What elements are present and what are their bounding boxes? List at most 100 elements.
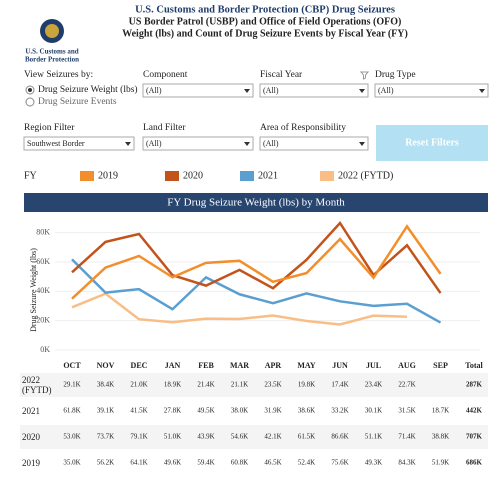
table-value: 23.4K <box>365 381 382 389</box>
table-value: 42.1K <box>264 433 281 441</box>
table-value: 59.4K <box>197 459 214 467</box>
header-title: US Border Patrol (USBP) and Office of Fi… <box>129 16 402 27</box>
table-value: 19.8K <box>298 381 315 389</box>
table-value: 61.8K <box>63 407 80 415</box>
reset-button-label[interactable]: Reset Filters <box>405 137 459 148</box>
dropdown[interactable] <box>142 83 254 98</box>
reset-button[interactable] <box>376 125 488 161</box>
legend-title: FY <box>24 170 37 181</box>
legend-label: 2021 <box>258 170 278 181</box>
table-value: 38.8K <box>432 433 449 441</box>
table-value: 49.3K <box>365 459 382 467</box>
dropdown-arrow <box>359 89 365 93</box>
table-value: 38.4K <box>97 381 114 389</box>
table-value: 52.4K <box>298 459 315 467</box>
dropdown-label: Drug Type <box>375 70 416 80</box>
logo-text: Border Protection <box>25 56 79 64</box>
row-label: 2020 <box>22 432 40 442</box>
y-tick-label: 60K <box>36 257 50 266</box>
table-value: 60.8K <box>231 459 248 467</box>
table-value: 31.5K <box>398 407 415 415</box>
dropdown-arrow <box>359 142 365 146</box>
table-value: 39.1K <box>97 407 114 415</box>
dropdown-value[interactable]: Southwest Border <box>27 139 85 148</box>
dropdown-value[interactable]: (All) <box>146 86 162 95</box>
y-tick-label: 80K <box>36 227 50 236</box>
table-value: 27.8K <box>164 407 181 415</box>
total-header: Total <box>465 361 483 370</box>
dropdown-label: Fiscal Year <box>260 70 303 80</box>
legend-label: 2019 <box>98 170 118 181</box>
dropdown[interactable] <box>259 136 369 151</box>
dropdown[interactable] <box>259 83 369 98</box>
row-label: 2021 <box>22 406 40 416</box>
dropdown-value[interactable]: (All) <box>146 139 162 148</box>
y-tick-label: 40K <box>36 286 50 295</box>
legend-label: 2022 (FYTD) <box>338 170 393 181</box>
header-title: U.S. Customs and Border Protection (CBP)… <box>135 4 395 15</box>
legend-swatch <box>240 171 254 181</box>
dropdown-value[interactable]: (All) <box>263 86 279 95</box>
table-value: 54.6K <box>231 433 248 441</box>
series-line <box>71 258 442 324</box>
table-value: 33.2K <box>331 407 348 415</box>
legend-label: 2020 <box>183 170 203 181</box>
table-value: 38.0K <box>231 407 248 415</box>
dropdown[interactable] <box>142 136 254 151</box>
dropdown-label: Land Filter <box>143 123 186 133</box>
table-value: 17.4K <box>331 381 348 389</box>
row-label: 2022 (FYTD) <box>22 375 52 395</box>
x-tick-label: NOV <box>97 361 115 370</box>
table-value: 41.5K <box>130 407 147 415</box>
x-tick-label: MAR <box>230 361 249 370</box>
table-value: 21.1K <box>231 381 248 389</box>
dropdown-arrow <box>244 142 250 146</box>
radio-label[interactable]: Drug Seizure Weight (lbs) <box>38 84 138 95</box>
table-value: 21.4K <box>197 381 214 389</box>
table-value: 18.9K <box>164 381 181 389</box>
view-label: View Seizures by: <box>24 70 93 80</box>
radio[interactable] <box>25 97 35 107</box>
y-tick-label: 20K <box>36 315 50 324</box>
table-value: 21.0K <box>130 381 147 389</box>
header-title: Weight (lbs) and Count of Drug Seizure E… <box>122 28 408 39</box>
y-tick-label: 0K <box>40 345 50 354</box>
table-row-bg <box>20 425 488 449</box>
x-tick-label: JAN <box>165 361 181 370</box>
table-row-bg <box>20 373 488 397</box>
legend-swatch <box>165 171 179 181</box>
dropdown[interactable] <box>23 136 135 151</box>
table-value: 75.6K <box>331 459 348 467</box>
table-value: 38.6K <box>298 407 315 415</box>
series-line <box>71 292 408 326</box>
dropdown-value[interactable]: (All) <box>263 139 279 148</box>
table-value: 51.1K <box>365 433 382 441</box>
table-value: 30.1K <box>365 407 382 415</box>
legend-swatch <box>80 171 94 181</box>
table-value: 49.5K <box>197 407 214 415</box>
radio-dot <box>28 88 32 92</box>
table-value: 79.1K <box>130 433 147 441</box>
dropdown-arrow <box>479 89 485 93</box>
dropdown-arrow <box>244 89 250 93</box>
dropdown-label: Area of Responsibility <box>260 122 346 133</box>
table-value: 22.7K <box>398 381 415 389</box>
dropdown[interactable] <box>374 83 489 98</box>
table-value: 86.6K <box>331 433 348 441</box>
row-label: 2019 <box>22 458 40 468</box>
x-tick-label: SEP <box>433 361 448 370</box>
x-tick-label: JUL <box>366 361 381 370</box>
table-total: 287K <box>466 381 483 389</box>
x-tick-label: AUG <box>398 361 416 370</box>
logo-text: U.S. Customs and <box>25 48 78 56</box>
chart-title: FY Drug Seizure Weight (lbs) by Month <box>167 197 345 209</box>
table-value: 56.2K <box>97 459 114 467</box>
dropdown-value[interactable]: (All) <box>378 86 394 95</box>
table-value: 61.5K <box>298 433 315 441</box>
x-tick-label: JUN <box>332 361 348 370</box>
radio-label[interactable]: Drug Seizure Events <box>38 97 117 107</box>
table-value: 53.0K <box>63 433 80 441</box>
table-value: 73.7K <box>97 433 114 441</box>
